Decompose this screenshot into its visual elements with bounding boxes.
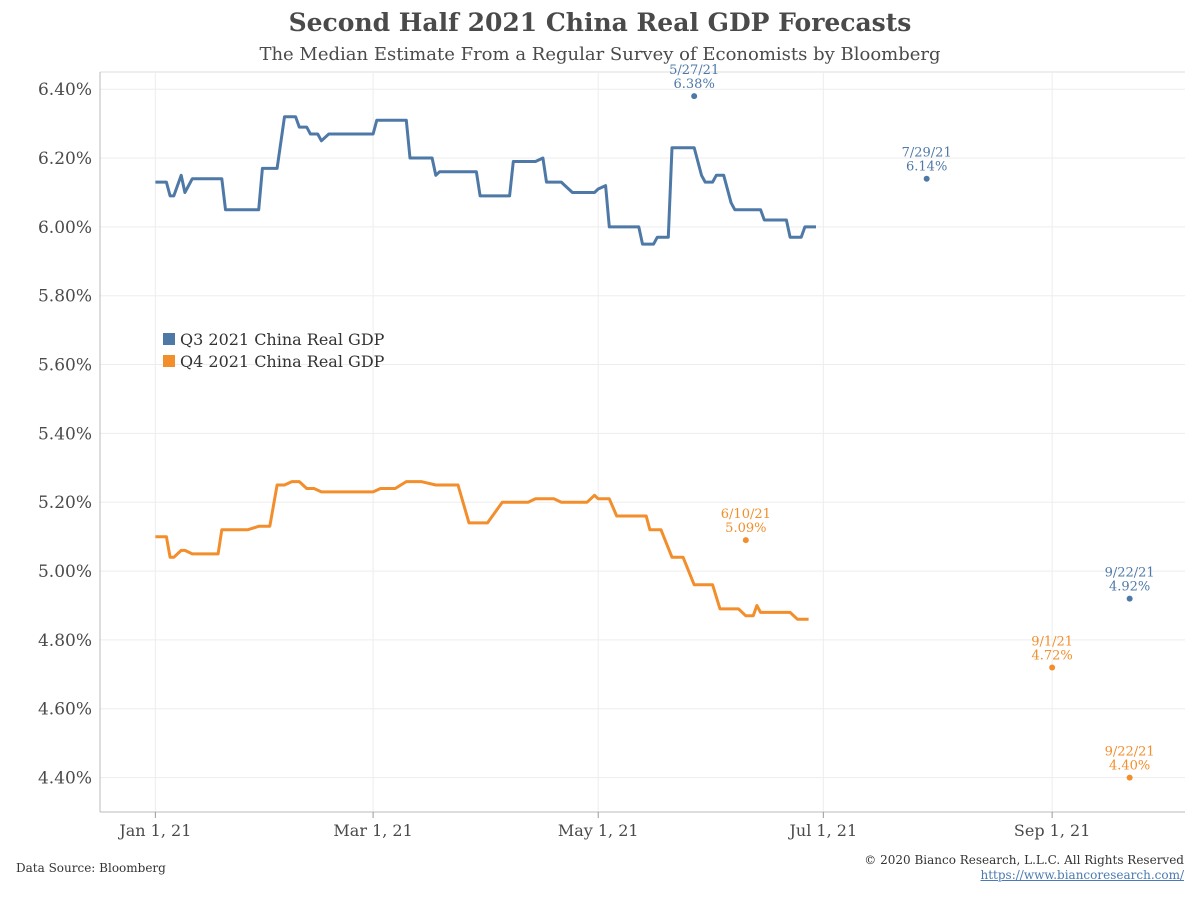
legend-item-q3: Q3 2021 China Real GDP [163, 328, 384, 350]
annotation-date-label: 7/29/21 [902, 146, 952, 161]
y-tick-label: 6.00% [38, 218, 92, 238]
y-tick-label: 4.80% [38, 631, 92, 651]
website-link[interactable]: https://www.biancoresearch.com/ [980, 868, 1184, 882]
chart-title: Second Half 2021 China Real GDP Forecast… [288, 8, 912, 37]
grid-layer [100, 71, 1185, 812]
annotation-layer: 5/27/216.38%7/29/216.14%9/22/214.92%6/10… [669, 63, 1155, 781]
annotation-date-label: 9/1/21 [1031, 634, 1073, 649]
legend-label-q4: Q4 2021 China Real GDP [180, 351, 385, 371]
annotation-value-label: 4.72% [1031, 648, 1072, 663]
y-tick-label: 5.40% [38, 424, 92, 444]
annotation-point [923, 175, 930, 182]
legend-swatch-q3 [163, 333, 175, 345]
y-tick-label: 5.00% [38, 562, 92, 582]
annotation-value-label: 6.38% [674, 77, 715, 92]
y-tick-label: 6.20% [38, 149, 92, 169]
chart-subtitle: The Median Estimate From a Regular Surve… [259, 44, 941, 65]
copyright-note: © 2020 Bianco Research, L.L.C. All Right… [864, 853, 1184, 867]
x-tick-label: Jul 1, 21 [788, 821, 858, 840]
annotation-date-label: 9/22/21 [1105, 566, 1155, 581]
x-tick-label: Sep 1, 21 [1014, 821, 1090, 840]
annotation-point [1049, 664, 1056, 671]
data-source-note: Data Source: Bloomberg [16, 861, 166, 875]
annotation-point [1126, 774, 1133, 781]
annotation-point [742, 537, 749, 544]
q3-series-line [155, 115, 816, 246]
y-tick-label: 5.80% [38, 287, 92, 307]
annotation-date-label: 6/10/21 [721, 507, 771, 522]
chart-legend: Q3 2021 China Real GDP Q4 2021 China Rea… [163, 328, 384, 372]
y-tick-label: 6.40% [38, 80, 92, 100]
annotation-value-label: 4.92% [1109, 580, 1150, 595]
x-tick-label: Mar 1, 21 [333, 821, 412, 840]
annotation-point [691, 93, 698, 100]
y-tick-label: 4.40% [38, 769, 92, 789]
annotation-date-label: 5/27/21 [669, 63, 719, 78]
q4-series-line [155, 480, 809, 621]
annotation-point [1126, 595, 1133, 602]
legend-label-q3: Q3 2021 China Real GDP [180, 329, 385, 349]
annotation-value-label: 5.09% [725, 521, 766, 536]
legend-item-q4: Q4 2021 China Real GDP [163, 350, 384, 372]
annotation-value-label: 6.14% [906, 160, 947, 175]
x-tick-label: Jan 1, 21 [117, 821, 191, 840]
annotation-date-label: 9/22/21 [1105, 745, 1155, 760]
y-tick-label: 5.60% [38, 356, 92, 376]
y-tick-label: 4.60% [38, 700, 92, 720]
y-tick-label: 5.20% [38, 493, 92, 513]
x-tick-label: May 1, 21 [558, 821, 639, 840]
series-layer [155, 115, 816, 621]
legend-swatch-q4 [163, 355, 175, 367]
annotation-value-label: 4.40% [1109, 759, 1150, 774]
axis-layer: 4.40% 4.60% 4.80% 5.00% 5.20% 5.40% 5.60% 5.80%… [38, 72, 1185, 840]
